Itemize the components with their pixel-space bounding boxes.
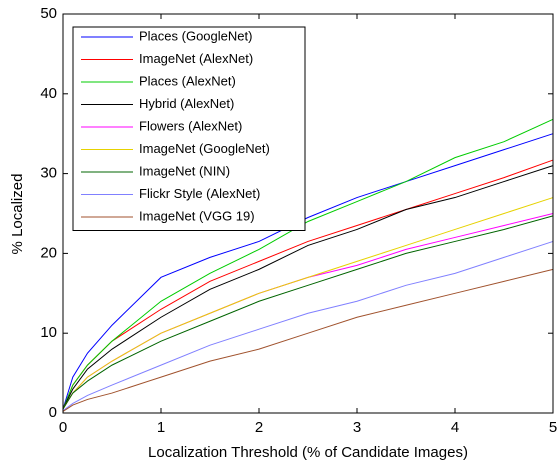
x-tick-label: 4	[451, 419, 459, 436]
x-tick-label: 5	[549, 419, 557, 436]
series-line	[62, 118, 554, 410]
y-tick-label: 30	[40, 165, 57, 182]
legend: Places (GoogleNet) ImageNet (AlexNet) Plac…	[72, 26, 306, 231]
x-tick-label: 1	[157, 419, 165, 436]
x-tick-label: 2	[255, 419, 263, 436]
series-line	[62, 165, 554, 410]
y-tick-label: 20	[40, 244, 57, 261]
legend-label: Places (GoogleNet)	[139, 28, 252, 43]
series-line	[62, 240, 554, 412]
y-tick-label: 50	[40, 5, 57, 22]
x-axis-label: Localization Threshold (% of Candidate I…	[148, 444, 468, 461]
series-line	[62, 268, 554, 412]
y-axis-label: % Localized	[9, 174, 26, 255]
series-line	[62, 213, 554, 410]
legend-label: Places (AlexNet)	[139, 73, 236, 88]
legend-label: Hybrid (AlexNet)	[139, 96, 234, 111]
legend-label: ImageNet (VGG 19)	[139, 208, 255, 223]
legend-label: Flickr Style (AlexNet)	[139, 186, 260, 201]
y-tick-label: 10	[40, 324, 57, 341]
legend-label: ImageNet (NIN)	[139, 163, 230, 178]
series-line	[62, 197, 554, 410]
series-line	[62, 133, 554, 410]
y-tick-label: 40	[40, 85, 57, 102]
plot-frame	[62, 13, 554, 414]
y-tick-label: 0	[49, 404, 57, 421]
legend-label: ImageNet (AlexNet)	[139, 51, 253, 66]
x-tick-label: 0	[59, 419, 67, 436]
x-tick-label: 3	[353, 419, 361, 436]
legend-box	[72, 26, 306, 231]
legend-label: Flowers (AlexNet)	[139, 118, 242, 133]
series-line	[62, 215, 554, 410]
legend-label: ImageNet (GoogleNet)	[139, 141, 270, 156]
